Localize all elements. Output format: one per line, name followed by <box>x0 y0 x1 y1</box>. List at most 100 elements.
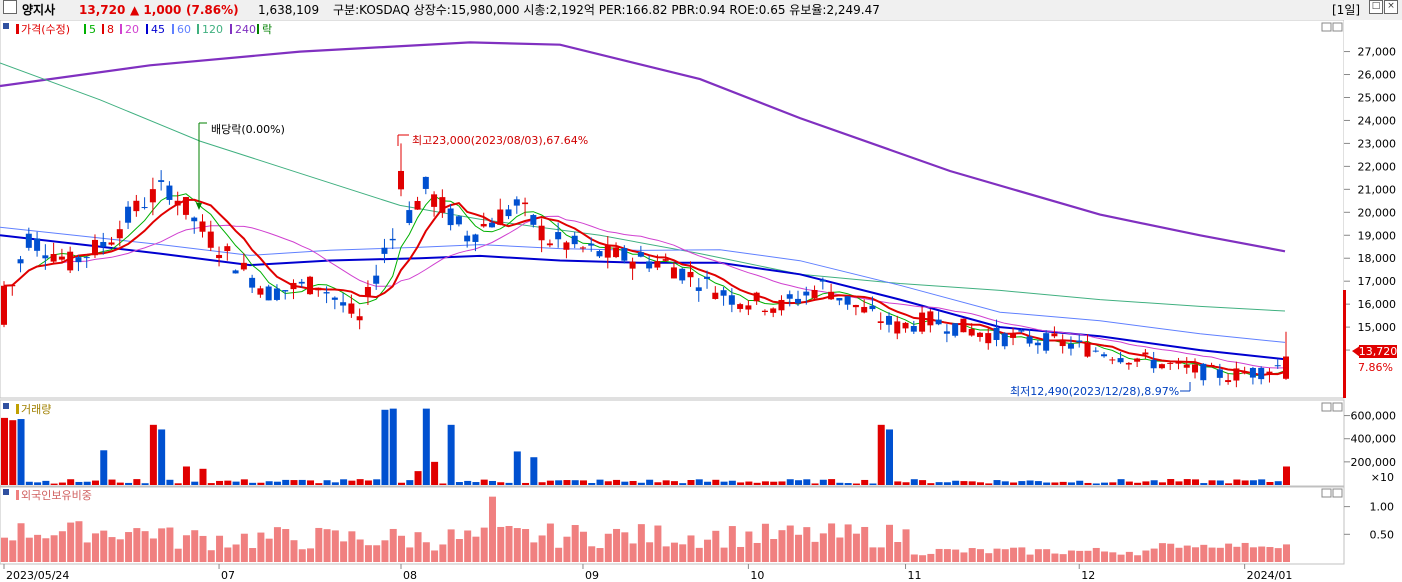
foreign-holding-bar <box>1059 554 1067 562</box>
panel-menu-icon[interactable] <box>3 403 9 409</box>
candle <box>1183 357 1190 374</box>
volume-bar <box>976 482 984 485</box>
volume-bar <box>952 480 960 485</box>
foreign-holding-bar <box>927 553 935 562</box>
candle <box>497 198 504 226</box>
candle <box>315 287 322 297</box>
foreign-holding-bar <box>786 525 794 562</box>
candle <box>414 196 421 210</box>
foreign-holding-bar <box>836 537 844 562</box>
foreign-holding-bar <box>398 535 406 562</box>
volume-bar <box>670 481 678 485</box>
candle <box>1150 351 1157 373</box>
checkbox-icon[interactable] <box>3 0 17 14</box>
candle <box>935 311 942 326</box>
candle <box>422 176 429 195</box>
candle <box>1 281 7 328</box>
foreign-holding-bar <box>356 539 364 562</box>
volume-bar <box>546 480 554 485</box>
volume-bar <box>869 483 877 485</box>
volume-bar <box>406 480 414 485</box>
volume-bar <box>687 480 695 485</box>
foreign-holding-bar <box>364 545 372 562</box>
candle <box>439 189 446 218</box>
volume-bar <box>960 481 968 485</box>
maximize-icon[interactable]: □ <box>1369 0 1383 14</box>
candle <box>381 238 388 264</box>
volume-unit: ×10 <box>1371 471 1394 484</box>
foreign-holding-bar <box>83 542 91 562</box>
foreign-holding-bar <box>704 539 712 562</box>
candle <box>1175 357 1182 370</box>
candle <box>207 220 214 251</box>
volume-bar <box>290 480 298 485</box>
candle <box>505 204 512 220</box>
foreign-holding-bar <box>745 531 753 562</box>
candle <box>662 253 669 262</box>
candle <box>927 309 934 333</box>
candle <box>563 240 570 259</box>
candle <box>83 256 90 268</box>
low-annotation: 최저12,490(2023/12/28),8.97% <box>1010 382 1191 398</box>
foreign-holding-bar <box>1067 550 1075 562</box>
price-tick-0: 27,000 <box>1358 46 1397 59</box>
stock-header-bar: 양지사 13,720 ▲ 1,000 (7.86%) 1,638,109 구분:… <box>0 0 1402 21</box>
foreign-holding-bar <box>50 535 58 562</box>
volume-bar <box>323 480 331 485</box>
foreign-holding-bar <box>1051 553 1059 562</box>
panel-buttons[interactable] <box>1321 22 1343 32</box>
panel-menu-icon[interactable] <box>3 23 9 29</box>
svg-text:최저12,490(2023/12/28),8.97%: 최저12,490(2023/12/28),8.97% <box>1010 385 1179 398</box>
close-icon[interactable]: × <box>1384 0 1398 14</box>
foreign-holding-title: 외국인보유비중 <box>21 489 92 502</box>
volume-bar <box>579 480 587 485</box>
candle <box>1208 362 1215 366</box>
candle <box>182 196 189 220</box>
foreign-holding-bar <box>1183 545 1191 562</box>
candle <box>679 267 686 284</box>
volume-bar <box>488 480 496 485</box>
candle <box>993 319 1000 347</box>
volume-bar <box>1158 482 1166 485</box>
candle <box>224 243 231 261</box>
volume-bar <box>158 429 166 485</box>
panel-buttons[interactable] <box>1321 488 1343 498</box>
candle <box>9 284 16 296</box>
price-tick-1: 26,000 <box>1358 69 1397 82</box>
foreign-holding-bar <box>588 546 596 562</box>
foreign-holding-bar <box>17 523 25 562</box>
foreign-holding-bar <box>943 549 951 562</box>
candle <box>819 277 826 290</box>
volume-bar <box>207 483 215 485</box>
candle <box>960 318 967 333</box>
current-price: 13,720 <box>79 3 126 17</box>
candle <box>1192 358 1199 379</box>
foreign-holding-bar <box>571 525 579 562</box>
volume-bar <box>803 479 811 485</box>
foreign-holding-bar <box>844 524 852 562</box>
volume-bar <box>273 481 281 485</box>
volume-bar <box>852 483 860 485</box>
candle <box>613 242 620 259</box>
volume-bar <box>819 479 827 485</box>
candle <box>894 315 901 340</box>
panel-buttons[interactable] <box>1321 402 1343 412</box>
candle <box>249 274 256 294</box>
volume-bar <box>472 482 480 485</box>
volume-bar <box>761 481 769 485</box>
foreign-holding-bar <box>1043 549 1051 562</box>
panel-menu-icon[interactable] <box>3 489 9 495</box>
period-label[interactable]: [1일] <box>1332 3 1361 17</box>
candle <box>273 284 280 302</box>
foreign-holding-bar <box>447 529 455 562</box>
foreign-holding-bar <box>464 530 472 562</box>
foreign-holding-bar <box>968 548 976 562</box>
candle <box>670 262 677 279</box>
foreign-holding-bar <box>58 531 66 562</box>
candle <box>257 285 264 298</box>
volume-bar <box>538 482 546 485</box>
foreign-holding-bar <box>25 537 33 562</box>
candle <box>75 255 82 272</box>
volume-bar <box>613 479 621 485</box>
candle <box>753 291 760 305</box>
